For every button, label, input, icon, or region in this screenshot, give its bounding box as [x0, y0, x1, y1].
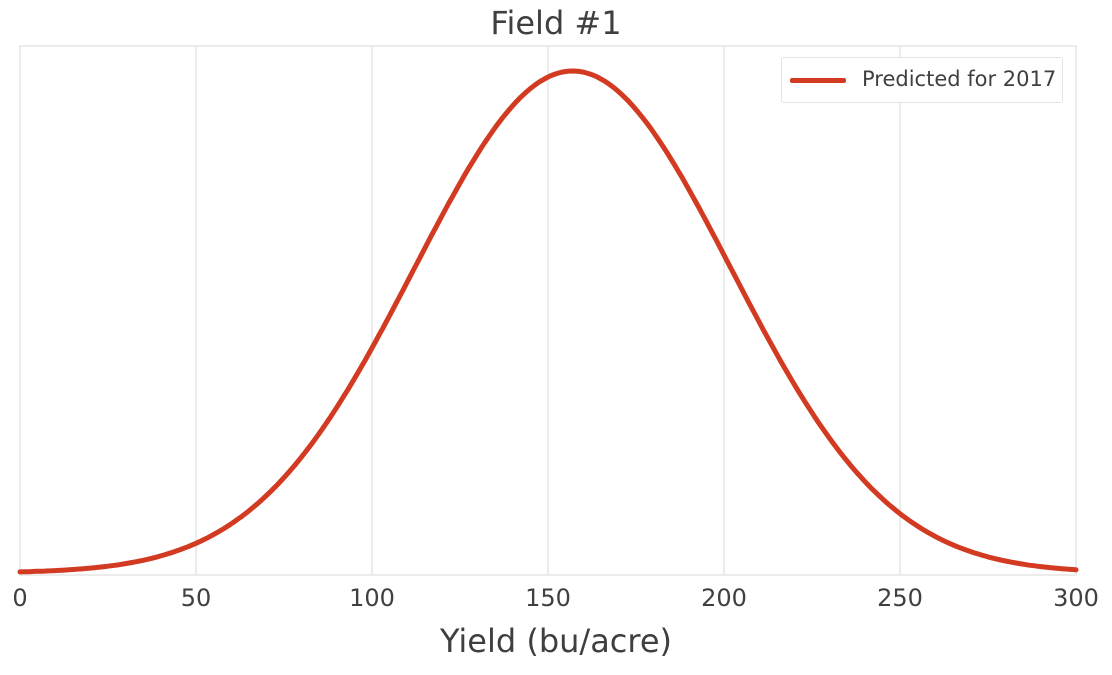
- x-tick-label: 250: [877, 584, 923, 612]
- x-axis-label: Yield (bu/acre): [439, 622, 673, 660]
- x-tick-label: 100: [349, 584, 395, 612]
- legend-line-swatch: [790, 78, 846, 83]
- legend-label: Predicted for 2017: [862, 67, 1057, 91]
- predicted-2017-curve: [17, 68, 1079, 575]
- x-tick-label: 150: [525, 584, 571, 612]
- x-tick-label: 300: [1053, 584, 1099, 612]
- x-tick-label: 200: [701, 584, 747, 612]
- vertical-gridlines: [195, 46, 901, 575]
- x-tick-label: 0: [12, 584, 28, 612]
- x-tick-label: 50: [180, 584, 212, 612]
- chart-title: Field #1: [490, 4, 622, 42]
- legend: Predicted for 2017: [781, 57, 1063, 103]
